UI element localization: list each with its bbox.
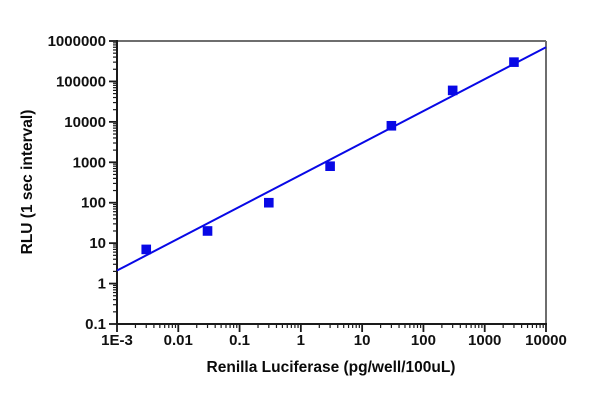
- x-tick-label: 0.01: [164, 332, 193, 349]
- data-point-marker: [264, 197, 274, 208]
- y-tick-label: 0.1: [85, 316, 106, 333]
- y-tick-label: 100000: [56, 73, 106, 90]
- x-tick-label: 0.1: [229, 332, 250, 349]
- data-point-marker: [141, 244, 152, 255]
- y-tick-label: 1000000: [48, 33, 106, 50]
- y-axis-title: RLU (1 sec interval): [19, 109, 36, 255]
- x-axis-title: Renilla Luciferase (pg/well/100uL): [206, 359, 456, 376]
- data-point-marker: [202, 226, 213, 236]
- x-tick-label: 10: [354, 332, 371, 349]
- data-point-marker: [325, 161, 335, 172]
- x-tick-label: 100: [411, 332, 436, 349]
- x-tick-label: 1: [297, 332, 305, 349]
- y-tick-label: 1000: [73, 154, 106, 171]
- x-tick-label: 1000: [468, 332, 501, 349]
- data-point-marker: [447, 85, 458, 96]
- x-tick-label: 10000: [525, 332, 567, 349]
- y-tick-label: 10000: [64, 114, 106, 131]
- y-tick-label: 10: [89, 235, 106, 252]
- x-tick-label: 1E-3: [101, 332, 133, 349]
- y-tick-label: 100: [81, 195, 106, 212]
- data-point-marker: [386, 120, 397, 131]
- data-point-marker: [509, 57, 519, 67]
- fit-line: [116, 46, 547, 272]
- y-tick-label: 1: [98, 276, 106, 293]
